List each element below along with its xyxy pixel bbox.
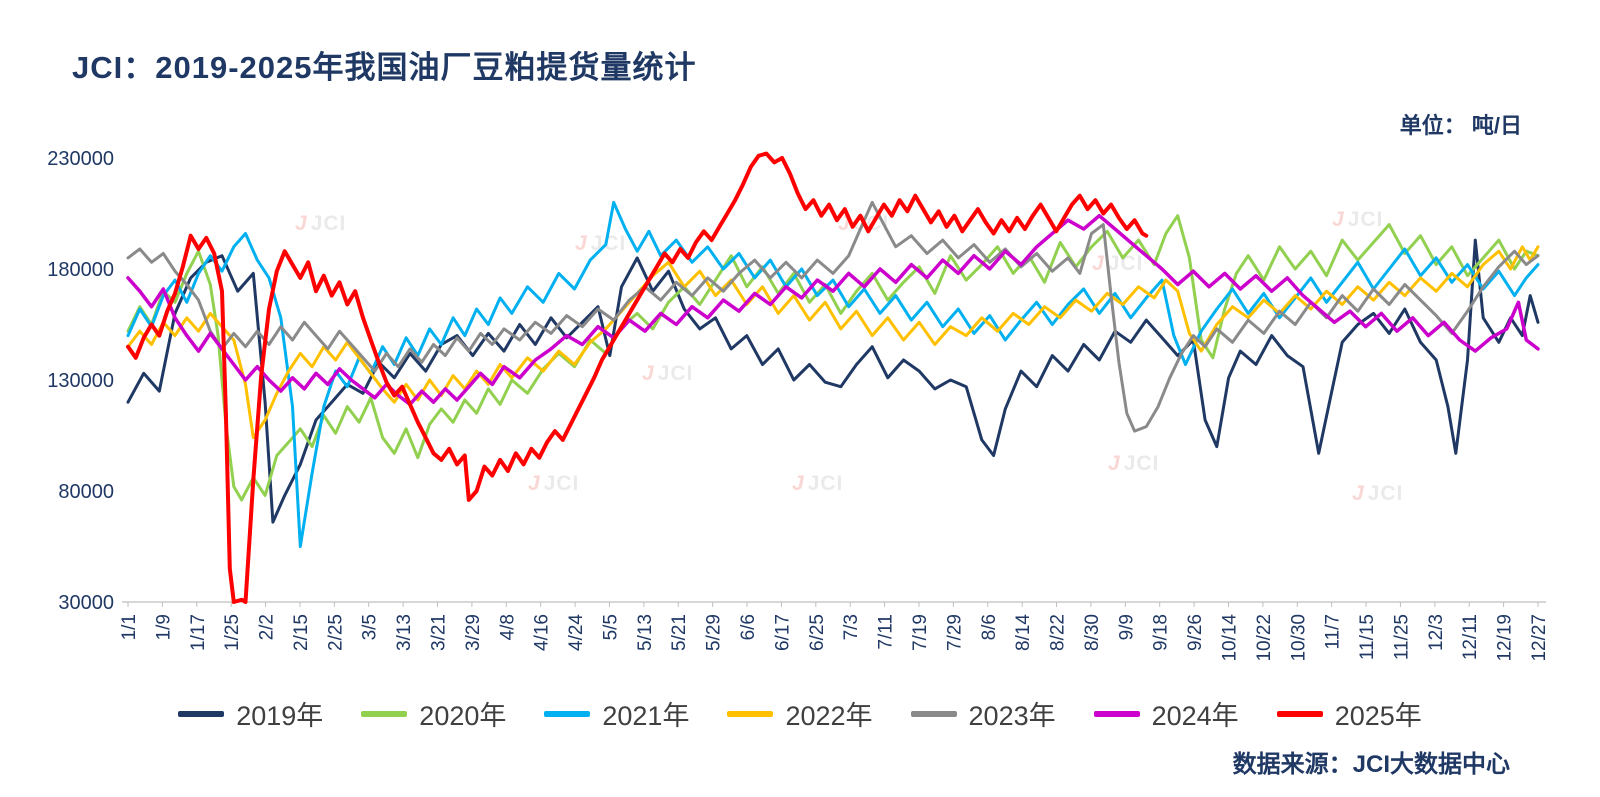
y-tick-label: 130000 xyxy=(47,370,114,392)
unit-label: 单位： 吨/日 xyxy=(1399,113,1522,138)
x-tick-label: 12/19 xyxy=(1495,614,1516,662)
page-title: JCI：2019-2025年我国油厂豆粕提货量统计 xyxy=(72,50,697,85)
x-tick-label: 5/13 xyxy=(635,614,656,651)
x-tick-label: 6/17 xyxy=(772,614,793,651)
legend-swatch xyxy=(178,710,225,717)
y-tick-label: 30000 xyxy=(58,592,114,614)
jci-watermark: J JCI xyxy=(1108,452,1160,475)
x-tick-label: 2/15 xyxy=(291,614,312,651)
jci-watermark: J JCI xyxy=(792,472,844,495)
series-line-2024年 xyxy=(126,213,1540,407)
x-tick-label: 4/24 xyxy=(566,614,587,651)
x-tick-label: 7/3 xyxy=(841,614,862,640)
legend-label: 2022年 xyxy=(785,701,873,731)
x-tick-label: 5/5 xyxy=(600,614,621,640)
x-tick-label: 3/13 xyxy=(394,614,415,651)
legend-swatch xyxy=(910,710,957,717)
x-tick-label: 5/21 xyxy=(669,614,690,651)
jci-watermark: J JCI xyxy=(1352,482,1404,505)
y-tick-label: 230000 xyxy=(47,148,114,170)
x-tick-label: 1/17 xyxy=(188,614,209,651)
x-tick-label: 7/19 xyxy=(910,614,931,651)
x-tick-label: 9/18 xyxy=(1151,614,1172,651)
x-tick-label: 9/26 xyxy=(1185,614,1206,651)
legend-label: 2025年 xyxy=(1334,701,1422,731)
series-line-2023年 xyxy=(126,200,1540,433)
x-tick-label: 3/21 xyxy=(429,614,450,651)
legend-item-2019年: 2019年 xyxy=(178,694,323,733)
x-tick-label: 1/1 xyxy=(119,614,140,640)
series-line-2020年 xyxy=(126,214,1540,502)
x-tick-label: 1/9 xyxy=(153,614,174,640)
x-tick-label: 12/27 xyxy=(1529,614,1550,662)
x-tick-label: 10/14 xyxy=(1219,614,1240,662)
legend-item-2022年: 2022年 xyxy=(727,694,873,733)
y-tick-label: 180000 xyxy=(47,259,114,281)
jci-watermark: J JCI xyxy=(295,212,347,235)
x-tick-label: 1/25 xyxy=(222,614,243,651)
x-tick-label: 5/29 xyxy=(704,614,725,651)
legend-label: 2020年 xyxy=(419,701,507,731)
series-line-2021年 xyxy=(126,200,1540,548)
jci-watermark: J JCI xyxy=(1332,208,1384,231)
x-tick-label: 11/25 xyxy=(1391,614,1412,660)
legend-swatch xyxy=(361,710,408,717)
x-tick-label: 11/7 xyxy=(1323,614,1344,650)
jci-watermark: J JCI xyxy=(642,362,694,385)
legend-swatch xyxy=(727,710,774,717)
x-tick-label: 6/25 xyxy=(807,614,828,651)
x-tick-label: 11/15 xyxy=(1357,614,1378,660)
x-tick-label: 4/16 xyxy=(532,614,553,651)
x-tick-label: 8/6 xyxy=(979,614,1000,640)
legend-label: 2019年 xyxy=(236,701,324,731)
legend-swatch xyxy=(544,710,591,717)
series-line-2025年 xyxy=(126,151,1149,604)
x-tick-label: 7/11 xyxy=(876,614,897,650)
x-tick-label: 3/29 xyxy=(463,614,484,651)
legend-item-2024年: 2024年 xyxy=(1093,694,1239,733)
legend-swatch xyxy=(1093,710,1140,717)
x-tick-label: 7/29 xyxy=(944,614,965,651)
x-tick-label: 3/5 xyxy=(360,614,381,640)
jci-watermark: J JCI xyxy=(528,472,580,495)
x-tick-label: 8/22 xyxy=(1048,614,1069,651)
x-tick-label: 12/11 xyxy=(1460,614,1481,660)
legend-item-2020年: 2020年 xyxy=(361,694,506,733)
legend-item-2021年: 2021年 xyxy=(544,694,689,733)
x-tick-label: 9/9 xyxy=(1116,614,1137,640)
legend-label: 2024年 xyxy=(1151,701,1239,731)
chart-legend: 2019年 2020年 2021年 2022年 2023年 2024年 2025年 xyxy=(0,694,1600,733)
x-tick-label: 4/8 xyxy=(497,614,518,640)
jci-watermark: J JCI xyxy=(1092,252,1144,275)
legend-swatch xyxy=(1276,710,1323,717)
y-tick-label: 80000 xyxy=(58,481,114,503)
series-line-2022年 xyxy=(126,245,1540,440)
data-source-label: 数据来源：JCI大数据中心 xyxy=(1232,751,1510,778)
x-tick-label: 6/6 xyxy=(738,614,759,640)
x-tick-label: 12/3 xyxy=(1426,614,1447,651)
x-tick-label: 2/25 xyxy=(325,614,346,651)
legend-label: 2021年 xyxy=(602,701,690,731)
legend-item-2025年: 2025年 xyxy=(1276,694,1422,733)
x-tick-label: 2/2 xyxy=(257,614,278,640)
x-tick-label: 8/30 xyxy=(1082,614,1103,651)
legend-label: 2023年 xyxy=(968,701,1056,731)
x-tick-label: 10/30 xyxy=(1288,614,1309,662)
legend-item-2023年: 2023年 xyxy=(910,694,1056,733)
series-line-2019年 xyxy=(126,238,1540,524)
x-tick-label: 8/14 xyxy=(1013,614,1034,651)
x-tick-label: 10/22 xyxy=(1254,614,1275,662)
